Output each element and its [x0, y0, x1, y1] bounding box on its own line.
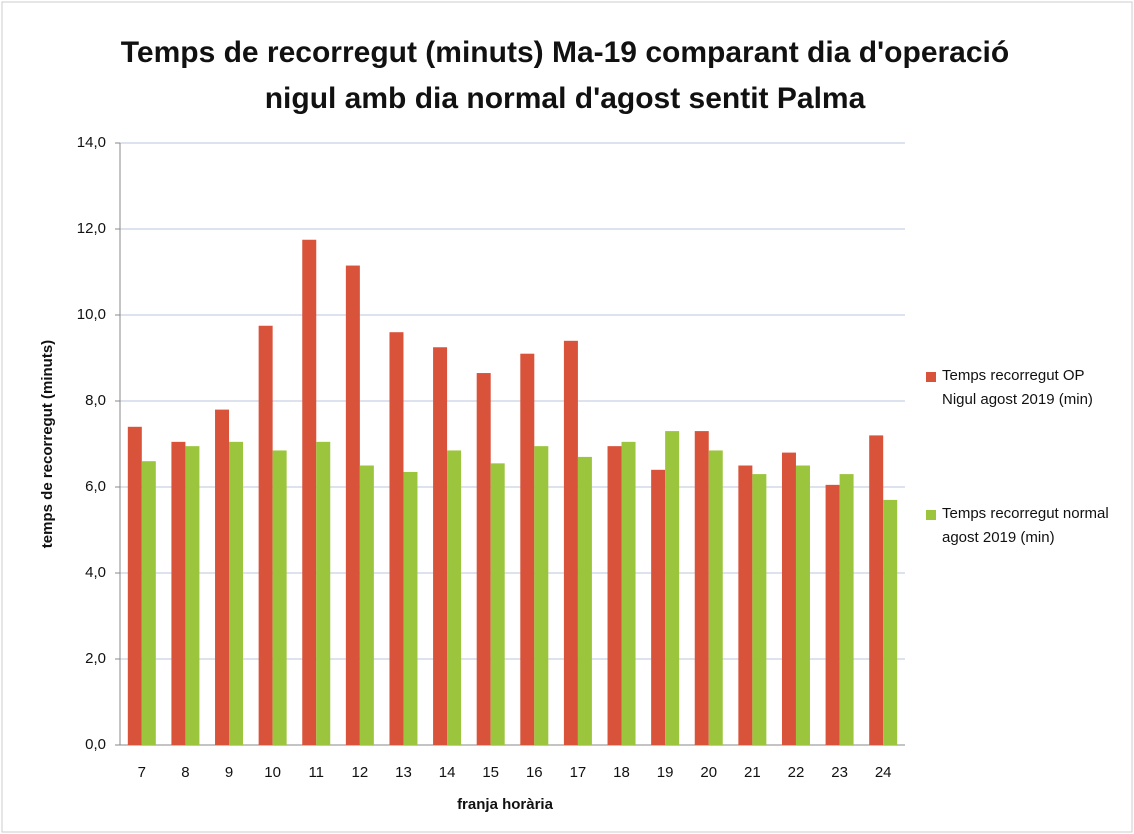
bar: [825, 484, 840, 745]
bar: [883, 499, 898, 745]
x-tick-label: 18: [613, 764, 630, 781]
chart-title: Temps de recorregut (minuts) Ma-19 compa…: [120, 36, 1010, 115]
x-tick-label: 16: [526, 764, 543, 781]
legend-entry: Temps recorregut OP Nigul agost 2019 (mi…: [942, 367, 1093, 408]
x-tick-label: 24: [875, 764, 892, 781]
bar: [359, 465, 374, 745]
bar: [389, 332, 404, 745]
bar: [781, 452, 796, 745]
bar: [403, 471, 418, 745]
bar: [215, 409, 230, 745]
x-tick-label: 12: [352, 764, 369, 781]
y-tick-label: 2,0: [85, 650, 106, 667]
x-tick-label: 11: [308, 764, 324, 781]
x-tick-label: 19: [657, 764, 674, 781]
bar: [185, 446, 200, 745]
bar: [752, 474, 767, 745]
y-tick-label: 6,0: [85, 478, 106, 495]
x-tick-label: 7: [138, 764, 146, 781]
bar: [665, 431, 680, 745]
bar: [738, 465, 753, 745]
bar: [229, 441, 244, 745]
bar: [708, 450, 723, 745]
x-axis-label: franja horària: [457, 796, 554, 813]
y-tick-label: 12,0: [77, 220, 106, 237]
x-tick-label: 15: [482, 764, 499, 781]
y-tick-label: 10,0: [77, 306, 106, 323]
bar: [258, 325, 273, 745]
bar: [433, 347, 448, 745]
y-tick-label: 8,0: [85, 392, 106, 409]
x-tick-label: 10: [264, 764, 281, 781]
x-tick-label: 21: [744, 764, 761, 781]
bar: [345, 265, 360, 745]
x-tick-label: 8: [181, 764, 189, 781]
y-axis-label: temps de recorregut (minuts): [39, 340, 56, 548]
bar: [272, 450, 287, 745]
bar: [447, 450, 462, 745]
y-tick-label: 14,0: [77, 134, 106, 151]
legend-entry: Temps recorregut normal agost 2019 (min): [942, 505, 1109, 546]
legend-swatch: [926, 372, 936, 382]
x-tick-label: 9: [225, 764, 233, 781]
x-tick-label: 22: [788, 764, 805, 781]
bar: [534, 446, 549, 745]
x-tick-label: 20: [700, 764, 717, 781]
bar: [607, 446, 622, 745]
bar: [694, 431, 709, 745]
x-tick-label: 13: [395, 764, 412, 781]
y-tick-label: 4,0: [85, 564, 106, 581]
y-tick-label: 0,0: [85, 736, 106, 753]
bar: [490, 463, 505, 745]
bar: [795, 465, 810, 745]
legend-swatch: [926, 510, 936, 520]
bar: [621, 441, 636, 745]
bar: [839, 474, 854, 745]
bar: [316, 441, 331, 745]
x-tick-label: 17: [570, 764, 587, 781]
bar: [302, 239, 317, 745]
bar: [651, 469, 666, 745]
x-tick-label: 23: [831, 764, 848, 781]
bar: [141, 461, 156, 745]
bar: [520, 353, 535, 745]
x-tick-label: 14: [439, 764, 456, 781]
bar: [171, 441, 186, 745]
bar: [563, 340, 578, 745]
bar: [577, 456, 592, 745]
bar: [476, 373, 491, 745]
bar: [127, 426, 142, 745]
bar: [869, 435, 884, 745]
